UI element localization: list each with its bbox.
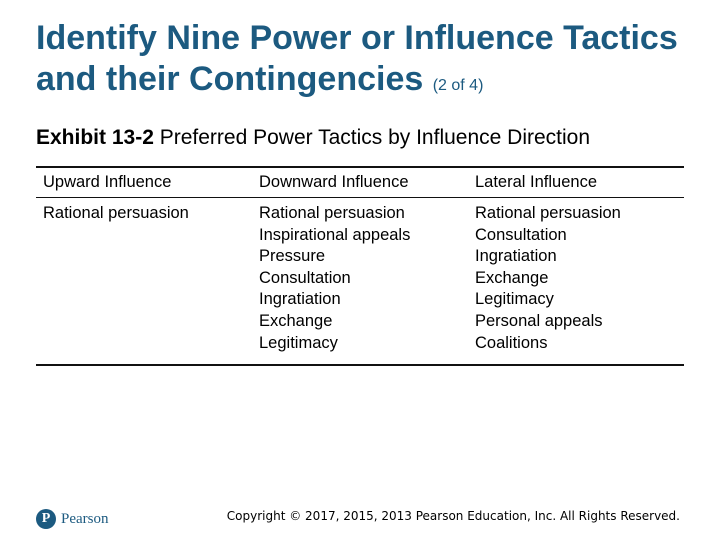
table-cell-item: Consultation — [475, 225, 567, 244]
table-bottom-rule — [36, 364, 684, 366]
table-cell-item: Rational persuasion — [475, 204, 621, 222]
table-cell-item: Legitimacy — [475, 290, 554, 309]
table-top-rule — [36, 166, 684, 168]
table-header-downward: Downward Influence — [259, 173, 409, 191]
pearson-p-icon: P — [36, 509, 56, 529]
table-cell-item: Exchange — [475, 268, 549, 287]
exhibit-title: Preferred Power Tactics by Influence Dir… — [159, 126, 591, 149]
slide-title-main: Identify Nine Power or Influence Tactics… — [36, 19, 678, 98]
table-cell-item: Personal appeals — [475, 311, 603, 330]
table-cell-item: Legitimacy — [259, 333, 338, 352]
slide-title: Identify Nine Power or Influence Tactics… — [36, 18, 696, 106]
table-cell-item: Rational persuasion — [259, 204, 405, 222]
exhibit-caption: Exhibit 13-2 Preferred Power Tactics by … — [36, 126, 590, 150]
table-cell-item: Exchange — [259, 311, 333, 330]
table-cell-item: Inspirational appeals — [259, 225, 411, 244]
table-cell-item: Rational persuasion — [43, 204, 189, 222]
pearson-logo-text: Pearson — [61, 510, 109, 527]
table-cell-upward: Rational persuasion — [43, 203, 253, 225]
table-cell-downward: Rational persuasion Inspirational appeal… — [259, 203, 469, 354]
copyright-footer: Copyright © 2017, 2015, 2013 Pearson Edu… — [226, 509, 680, 523]
table-cell-item: Ingratiation — [475, 247, 557, 266]
slide-title-part-indicator: (2 of 4) — [432, 77, 484, 94]
table-cell-lateral: Rational persuasion Consultation Ingrati… — [475, 203, 685, 354]
table-cell-item: Pressure — [259, 247, 326, 266]
table-cell-item: Coalitions — [475, 333, 548, 352]
table-header-lateral: Lateral Influence — [475, 173, 598, 191]
exhibit-label: Exhibit 13-2 — [36, 126, 154, 149]
table-header-upward: Upward Influence — [43, 173, 172, 191]
table-header-rule — [36, 197, 684, 198]
table-cell-item: Consultation — [259, 268, 351, 287]
table-cell-item: Ingratiation — [259, 290, 341, 309]
pearson-logo: P Pearson — [36, 507, 109, 531]
